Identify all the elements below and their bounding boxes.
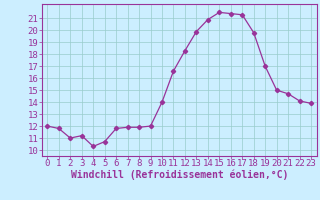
X-axis label: Windchill (Refroidissement éolien,°C): Windchill (Refroidissement éolien,°C)	[70, 170, 288, 180]
